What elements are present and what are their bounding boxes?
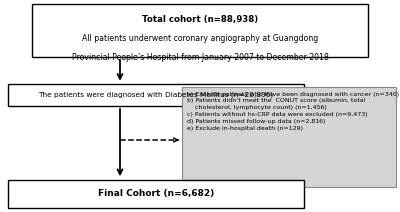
Text: a) Exclude patients who have been diagnosed with cancer (n=340)
b) Patients didn: a) Exclude patients who have been diagno… bbox=[187, 92, 399, 131]
Bar bbox=[8, 84, 304, 106]
Text: All patients underwent coronary angiography at Guangdong: All patients underwent coronary angiogra… bbox=[82, 34, 318, 43]
Text: Total cohort (n=88,938): Total cohort (n=88,938) bbox=[142, 15, 258, 24]
Bar bbox=[182, 87, 396, 187]
Text: Final Cohort (n=6,682): Final Cohort (n=6,682) bbox=[98, 190, 214, 198]
Bar bbox=[32, 4, 368, 57]
Text: Provincial People’s Hospital from January 2007 to December 2018: Provincial People’s Hospital from Januar… bbox=[72, 53, 328, 62]
Text: The patients were diagnosed with Diabetes Mellitus (n=20,896): The patients were diagnosed with Diabete… bbox=[38, 92, 274, 98]
Bar bbox=[8, 180, 304, 208]
